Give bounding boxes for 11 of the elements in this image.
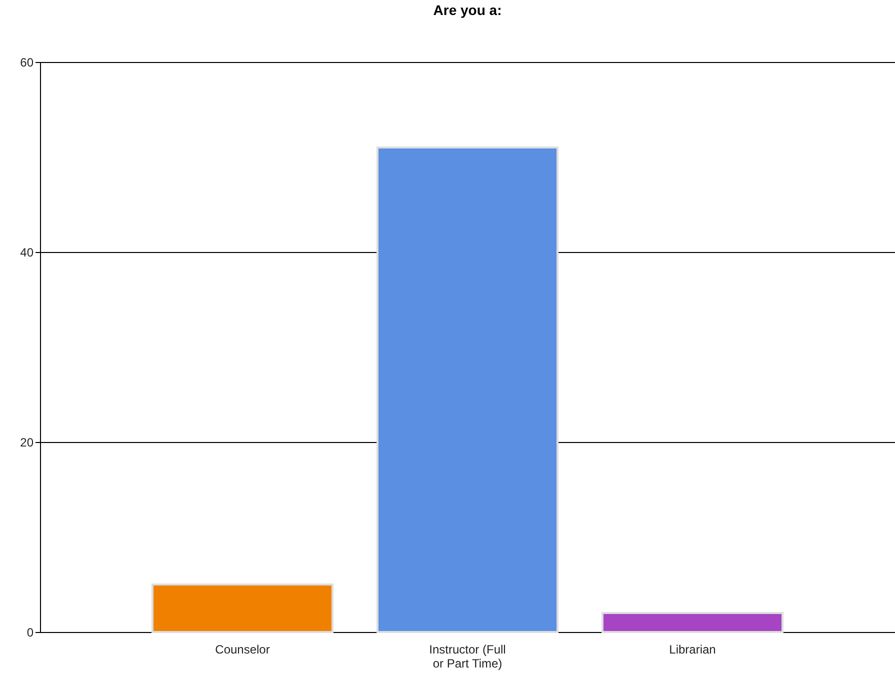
x-tick-label: Instructor (Full or Part Time) bbox=[429, 642, 506, 670]
bar bbox=[376, 146, 558, 633]
bar bbox=[152, 584, 334, 633]
chart-title: Are you a: bbox=[433, 2, 502, 18]
y-tick-label: 60 bbox=[20, 56, 34, 70]
y-tick-label: 20 bbox=[20, 436, 34, 450]
bar bbox=[602, 612, 784, 633]
x-tick-label: Librarian bbox=[669, 642, 716, 656]
y-tick-label: 0 bbox=[26, 626, 34, 640]
x-tick-label: Counselor bbox=[215, 642, 270, 656]
y-tick-label: 40 bbox=[20, 246, 34, 260]
